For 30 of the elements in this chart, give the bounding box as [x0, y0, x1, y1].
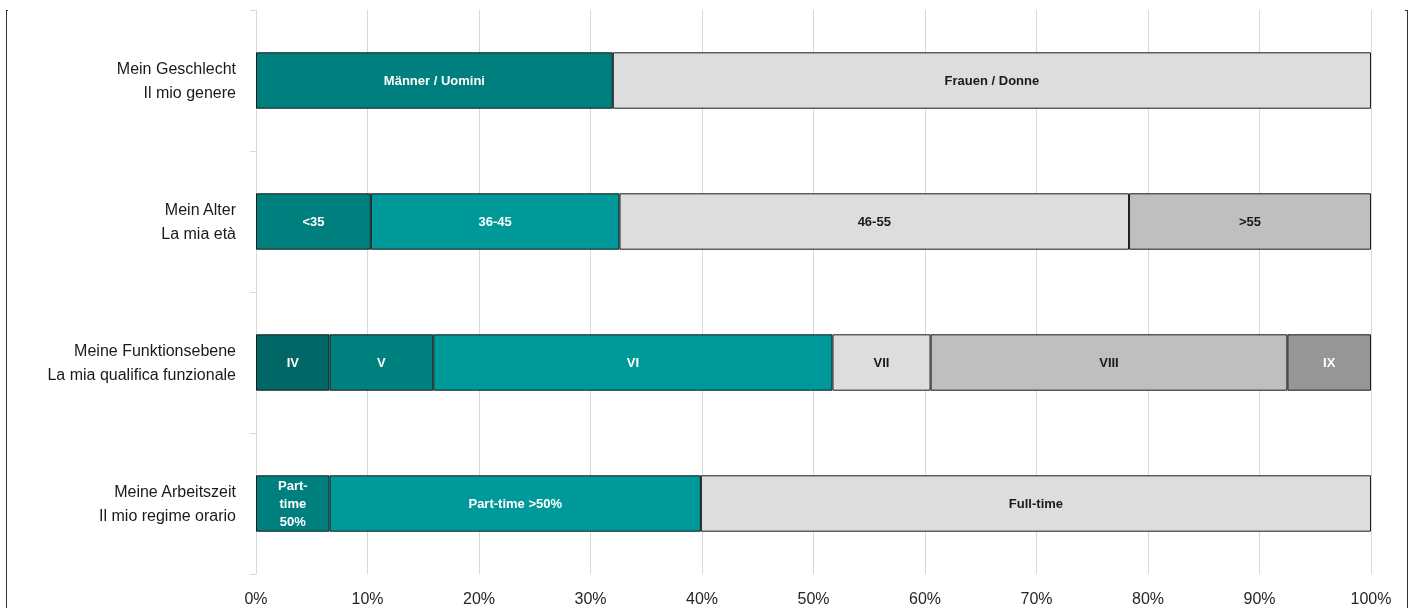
- series-label: VI: [626, 355, 640, 370]
- x-tick-label: 0%: [244, 589, 268, 607]
- x-tick-label: 100%: [1350, 589, 1392, 607]
- x-tick-label: 10%: [351, 589, 384, 607]
- series-label: VIII: [1099, 355, 1119, 370]
- series-label: VII: [873, 355, 890, 370]
- x-tick-label: 70%: [1020, 589, 1053, 607]
- series-label: Männer / Uomini: [383, 73, 485, 88]
- series-label: 36-45: [478, 214, 512, 229]
- series-label: 46-55: [857, 214, 891, 229]
- x-tick-label: 30%: [574, 589, 607, 607]
- y-tick-label: Mein Alter La mia età: [161, 201, 237, 242]
- x-tick-label: 20%: [462, 589, 496, 607]
- series-label: Part-time >50%: [468, 496, 563, 511]
- x-tick-label: 90%: [1243, 589, 1276, 607]
- series-label: V: [377, 355, 387, 370]
- series-label: <35: [302, 214, 325, 229]
- series-label: >55: [1238, 214, 1262, 229]
- y-tick-label: Mein Geschlecht Il mio genere: [116, 60, 237, 101]
- x-tick-label: 40%: [685, 589, 719, 607]
- series-label: Full-time: [1008, 496, 1064, 511]
- x-tick-label: 50%: [797, 589, 830, 607]
- series-label: Part-time 50%: [277, 478, 308, 529]
- y-tick-label: Meine Arbeitszeit Il mio regime orario: [99, 483, 237, 524]
- x-tick-label: 80%: [1131, 589, 1165, 607]
- x-tick-label: 60%: [908, 589, 942, 607]
- y-tick-label: Meine Funktionsebene La mia qualifica funzionale: [47, 342, 237, 383]
- series-label: Frauen / Donne: [944, 73, 1040, 88]
- series-label: IV: [286, 355, 300, 370]
- series-label: IX: [1323, 355, 1336, 370]
